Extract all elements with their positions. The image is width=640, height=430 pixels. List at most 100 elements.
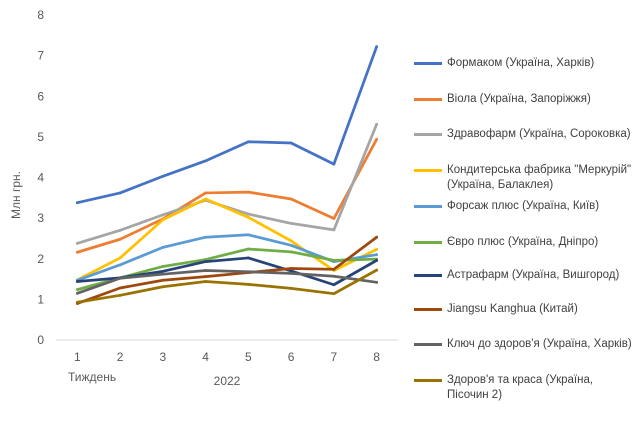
series-1-point (118, 191, 122, 195)
series-5-point (118, 263, 122, 267)
legend-label: Кондитерська фабрика "Меркурій" (Україна… (447, 164, 632, 191)
legend-item: Здравофарм (Україна, Сороковка) (414, 127, 633, 142)
series-9-point (375, 280, 379, 284)
series-10-line (76, 268, 378, 304)
series-1-point (204, 159, 208, 163)
series-10-point (204, 280, 208, 283)
series-3-point (118, 228, 122, 232)
series-1-point (161, 174, 165, 178)
legend-label: Віола (Україна, Запоріжжя) (447, 93, 591, 105)
series-1-line (76, 45, 378, 205)
legend-label: Jiangsu Kanghua (Китай) (447, 303, 578, 315)
series-9-point (204, 269, 208, 272)
series-2-point (75, 250, 79, 254)
x-tick-label: 3 (160, 350, 167, 364)
series-9-line (76, 269, 378, 295)
series-3-point (332, 228, 336, 232)
series-3-point (375, 122, 379, 126)
series-8-point (332, 267, 336, 271)
x-tick-label: 7 (331, 350, 338, 364)
series-8-line (76, 235, 378, 305)
y-tick-label: 5 (37, 130, 44, 144)
series-3-point (75, 241, 79, 245)
series-1-point (332, 162, 336, 166)
series-10-point (332, 292, 336, 296)
series-8-point (118, 286, 122, 290)
series-1-point (375, 45, 379, 49)
series-7-point (289, 269, 293, 273)
series-8-point (204, 275, 208, 279)
x-tick-label: 1 (74, 350, 81, 364)
series-4-point (375, 248, 379, 251)
series-2-point (204, 191, 208, 195)
series-5-point (289, 243, 293, 247)
legend-label: Астрафарм (Україна, Вишгород) (447, 269, 620, 281)
series-10-point (246, 282, 250, 286)
legend-item: Jiangsu Kanghua (Китай) (414, 302, 633, 317)
series-4-point (204, 197, 208, 201)
legend-swatch (414, 169, 442, 172)
series-5-point (161, 245, 165, 249)
y-tick-label: 2 (37, 252, 44, 266)
series-7-point (375, 258, 379, 262)
series-10-point (75, 300, 79, 304)
legend-item: Форсаж плюс (Україна, Київ) (414, 199, 633, 214)
series-6-point (75, 288, 79, 292)
legend-item: Кондитерська фабрика "Меркурій" (Україна… (414, 163, 633, 193)
series-5-point (246, 233, 250, 237)
series-4-point (289, 239, 293, 243)
series-1-point (289, 141, 293, 145)
series-10-point (161, 285, 165, 289)
legend-item: Формаком (Україна, Харків) (414, 56, 633, 71)
x-tick-label: 6 (288, 350, 295, 364)
series-2-point (246, 190, 250, 194)
legend-label: Ключ до здоров'я (Україна, Харків) (447, 338, 632, 350)
series-10-point (289, 287, 293, 290)
series-9-point (289, 271, 293, 275)
legend-item: Здоров'я та краса (Україна, Пісочин 2) (414, 373, 633, 403)
series-7-point (75, 280, 79, 283)
legend-swatch (414, 308, 442, 311)
legend-label: Формаком (Україна, Харків) (447, 57, 595, 69)
series-2-line (76, 137, 378, 254)
y-tick-label: 7 (37, 49, 44, 63)
legend-item: Віола (Україна, Запоріжжя) (414, 92, 633, 107)
series-3-point (246, 212, 250, 216)
series-3-point (289, 222, 293, 225)
series-4-point (161, 218, 165, 222)
series-6-point (161, 265, 165, 268)
series-2-point (289, 197, 293, 201)
legend-label: Форсаж плюс (Україна, Київ) (447, 200, 600, 212)
series-10-point (118, 293, 122, 297)
series-7-point (332, 283, 336, 287)
legend-label: Євро плюс (Україна, Дніпро) (447, 236, 599, 248)
series-7-point (246, 256, 250, 260)
legend-item: Ключ до здоров'я (Україна, Харків) (414, 337, 633, 352)
series-9-point (332, 274, 336, 278)
series-8-point (375, 235, 379, 239)
series-2-point (332, 217, 336, 220)
series-6-point (246, 247, 250, 251)
series-3-point (161, 213, 165, 217)
y-tick-label: 8 (37, 8, 44, 22)
legend-swatch (414, 98, 442, 101)
x-tick-label: 5 (245, 350, 252, 364)
x-axis-label: Тиждень (68, 370, 116, 384)
series-7-point (204, 260, 208, 263)
series-5-point (375, 253, 379, 257)
legend-label: Здравофарм (Україна, Сороковка) (447, 128, 631, 140)
legend-swatch (414, 379, 442, 382)
legend-swatch (414, 241, 442, 244)
legend-swatch (414, 133, 442, 136)
series-4-line (76, 197, 378, 282)
series-5-point (204, 235, 208, 239)
series-9-point (75, 291, 79, 295)
series-3-line (76, 122, 378, 245)
series-6-point (289, 250, 293, 254)
legend-swatch (414, 62, 442, 65)
series-9-point (118, 276, 122, 280)
legend-swatch (414, 274, 442, 277)
x-tick-label: 4 (202, 350, 209, 364)
